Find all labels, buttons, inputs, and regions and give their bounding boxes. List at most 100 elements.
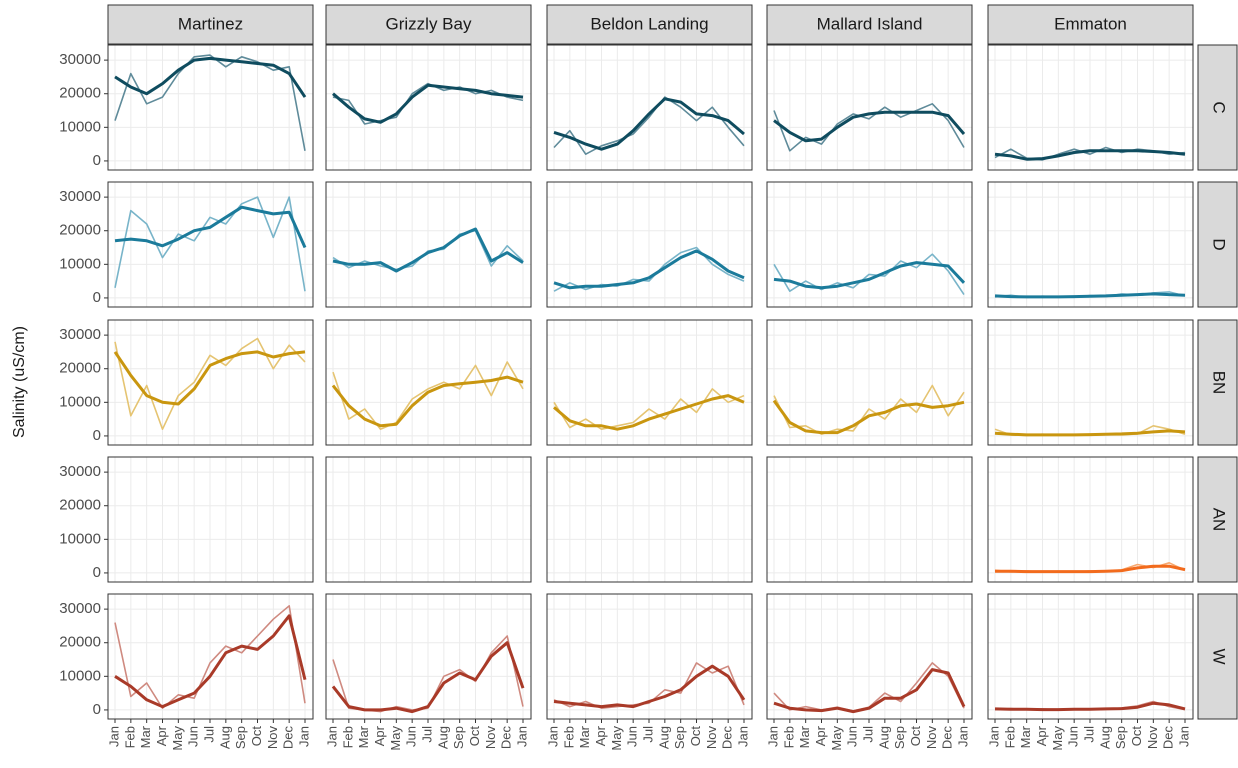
series-line (994, 701, 1186, 712)
series-line (772, 399, 965, 435)
y-tick-label: 30000 (59, 51, 101, 68)
series-line (331, 375, 524, 428)
panel-border (325, 181, 532, 308)
y-tick-label: 10000 (59, 530, 101, 547)
x-tick-label: Jan (545, 726, 560, 747)
x-tick-label: Jun (404, 726, 419, 747)
panel-border (987, 456, 1194, 583)
x-tick-label: Jun (1066, 726, 1081, 747)
panel-border (325, 44, 532, 171)
y-tick-label: 10000 (59, 255, 101, 272)
x-tick-label: Jul (201, 726, 216, 743)
x-tick-label: Sep (1113, 726, 1128, 749)
panel-border (107, 181, 314, 308)
x-tick-label: Aug (435, 726, 450, 749)
series-line (114, 56, 307, 98)
panel-border (546, 319, 753, 446)
column-strip (107, 4, 314, 45)
x-tick-label: Nov (704, 726, 719, 750)
series-line (553, 249, 745, 290)
x-tick-label: Oct (688, 726, 703, 747)
y-tick-label: 0 (93, 564, 101, 581)
panel-border (546, 181, 753, 308)
x-tick-label: May (609, 726, 624, 751)
x-tick-label: Aug (1097, 726, 1112, 749)
y-tick-label: 30000 (59, 188, 101, 205)
series-line (114, 205, 307, 249)
row-strip (1197, 181, 1238, 308)
x-tick-label: May (1050, 726, 1065, 751)
x-tick-label: Feb (781, 726, 796, 748)
x-tick-label: Aug (876, 726, 891, 749)
x-tick-label: Apr (593, 725, 608, 746)
x-tick-label: Oct (467, 726, 482, 747)
y-tick-label: 0 (93, 289, 101, 306)
x-tick-label: Mar (138, 725, 153, 748)
x-tick-label: Jan (735, 726, 750, 747)
y-tick-label: 10000 (59, 118, 101, 135)
x-tick-label: Feb (561, 726, 576, 748)
series-line (553, 246, 745, 292)
x-tick-label: Jan (765, 726, 780, 747)
x-tick-label: Apr (154, 725, 169, 746)
x-tick-label: Jan (324, 726, 339, 747)
row-strip-label: C (1210, 101, 1229, 113)
x-tick-label: Sep (892, 726, 907, 749)
y-tick-label: 20000 (59, 497, 101, 514)
row-strip (1197, 319, 1238, 446)
row-strip-label: D (1210, 238, 1229, 250)
x-tick-label: Mar (1018, 725, 1033, 748)
panel-border (987, 44, 1194, 171)
x-tick-label: Sep (451, 726, 466, 749)
x-tick-label: Jul (419, 726, 434, 743)
series-line (553, 97, 745, 151)
series-line (553, 394, 745, 431)
column-strip (325, 4, 532, 45)
x-tick-label: May (829, 726, 844, 751)
x-tick-label: Dec (1161, 726, 1176, 750)
panel-border (766, 181, 973, 308)
series-line (773, 103, 965, 152)
series-line (994, 429, 1186, 437)
panel-border (766, 319, 973, 446)
series-line (114, 337, 306, 430)
series-line (773, 384, 965, 435)
series-line (994, 292, 1186, 299)
column-strip-label: Martinez (178, 14, 243, 33)
y-tick-label: 0 (93, 701, 101, 718)
x-tick-label: Aug (217, 726, 232, 749)
series-line (114, 614, 307, 709)
column-strip (546, 4, 753, 45)
x-tick-label: Jan (1176, 726, 1191, 747)
row-strip (1197, 44, 1238, 171)
y-axis-label: Salinity (uS/cm) (11, 326, 28, 438)
y-tick-label: 30000 (59, 600, 101, 617)
y-tick-label: 0 (93, 152, 101, 169)
x-tick-label: Jan (106, 726, 121, 747)
x-tick-label: May (170, 726, 185, 751)
y-tick-label: 10000 (59, 393, 101, 410)
series-line (332, 82, 524, 125)
panel-border (325, 319, 532, 446)
x-tick-label: Dec (281, 726, 296, 750)
x-tick-label: Aug (656, 726, 671, 749)
x-tick-label: Apr (813, 725, 828, 746)
x-tick-label: Oct (1129, 726, 1144, 747)
x-tick-label: Oct (249, 726, 264, 747)
x-tick-label: Jul (640, 726, 655, 743)
row-strip (1197, 456, 1238, 583)
x-tick-label: Nov (1145, 726, 1160, 750)
x-tick-label: Jun (845, 726, 860, 747)
x-tick-label: Jan (514, 726, 529, 747)
series-line (331, 641, 525, 714)
series-line (773, 261, 966, 290)
series-line (773, 253, 965, 296)
y-tick-label: 20000 (59, 222, 101, 239)
series-line (332, 83, 524, 124)
panel-border (107, 44, 314, 171)
x-tick-label: Nov (483, 726, 498, 750)
column-strip-label: Beldon Landing (590, 14, 708, 33)
series-line (995, 564, 1186, 574)
series-line (332, 227, 524, 273)
